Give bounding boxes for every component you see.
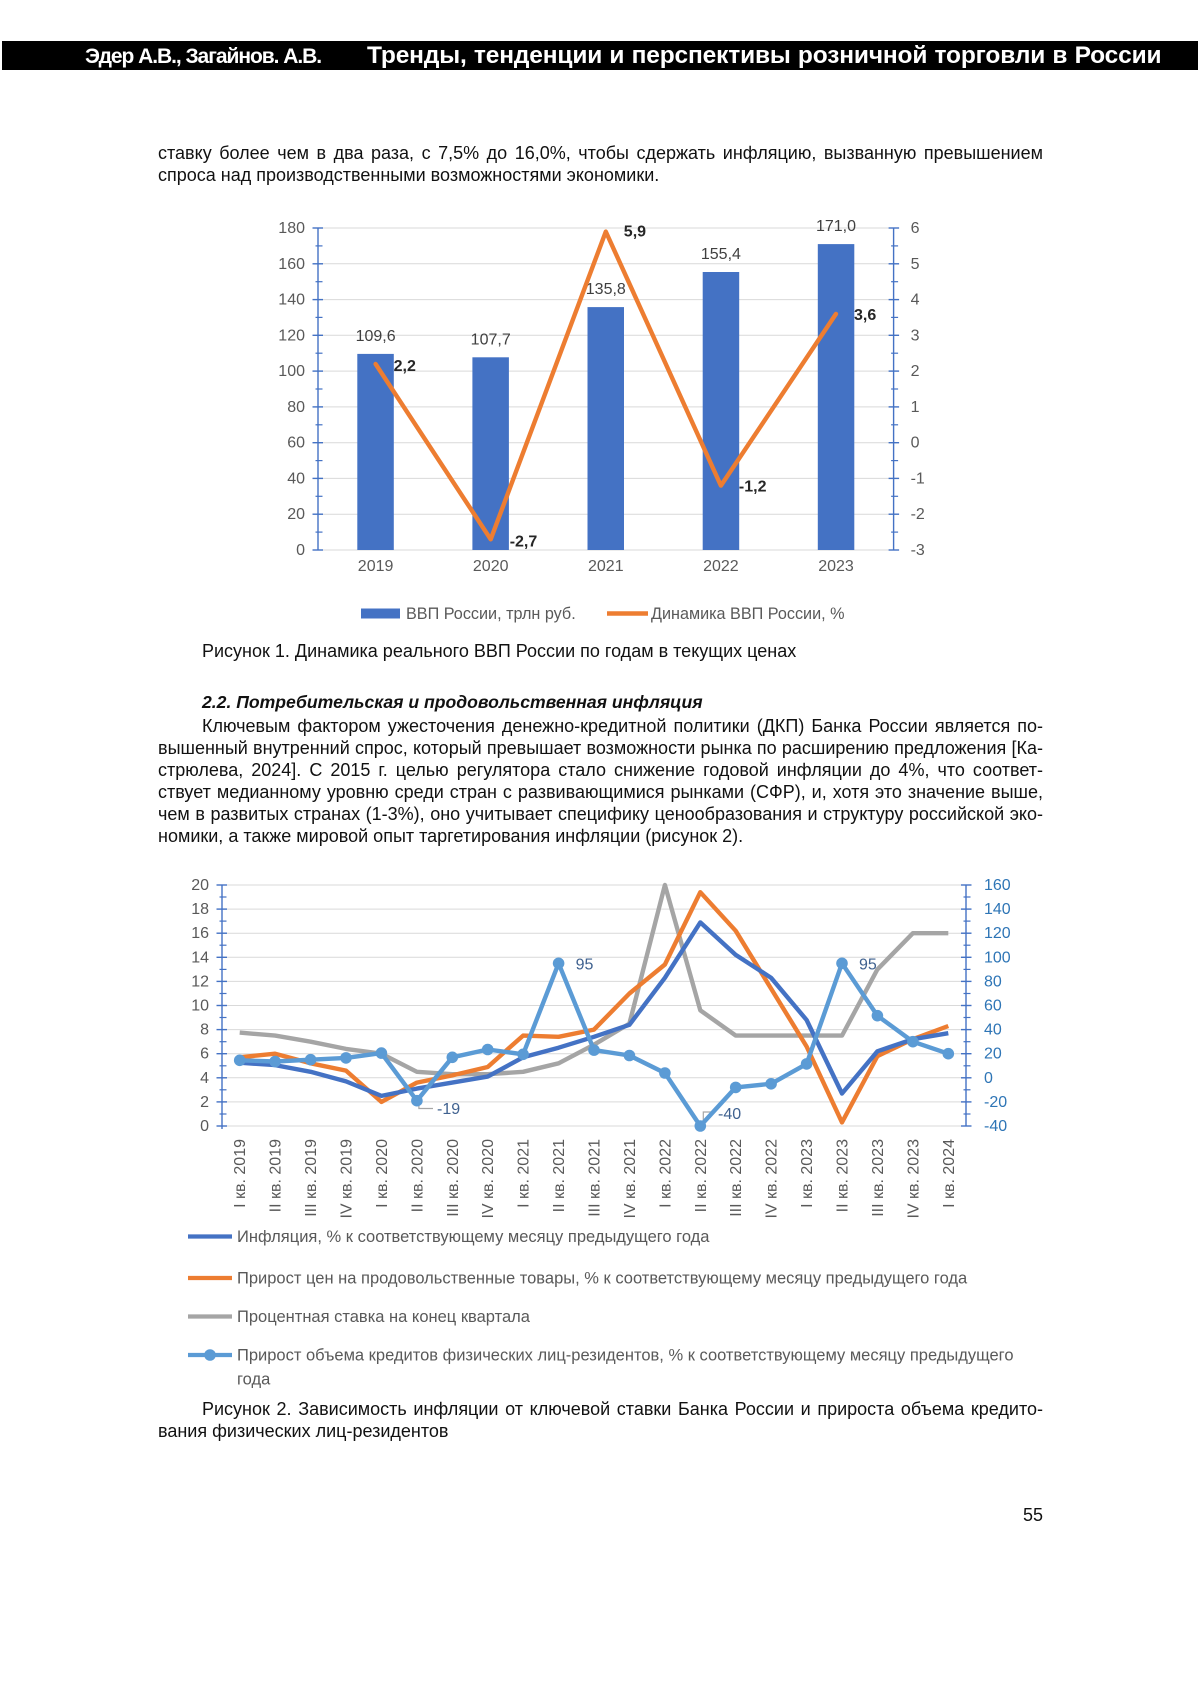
svg-text:8: 8 (200, 1022, 209, 1039)
svg-text:-20: -20 (984, 1094, 1007, 1111)
svg-text:20: 20 (287, 506, 305, 523)
svg-text:171,0: 171,0 (816, 218, 856, 235)
svg-text:60: 60 (287, 435, 305, 452)
svg-text:I кв. 2021: I кв. 2021 (516, 1139, 533, 1208)
svg-text:ВВП России, трлн руб.: ВВП России, трлн руб. (406, 605, 576, 623)
svg-text:2023: 2023 (818, 558, 854, 575)
svg-text:2: 2 (911, 363, 920, 380)
svg-text:I кв. 2020: I кв. 2020 (374, 1139, 391, 1208)
svg-text:16: 16 (191, 925, 209, 942)
svg-text:40: 40 (984, 1022, 1002, 1039)
svg-text:-1: -1 (911, 470, 925, 487)
svg-text:II кв. 2020: II кв. 2020 (409, 1139, 426, 1212)
svg-text:-1,2: -1,2 (739, 479, 767, 496)
svg-text:120: 120 (984, 925, 1011, 942)
svg-text:2022: 2022 (703, 558, 739, 575)
svg-text:Динамика ВВП России, %: Динамика ВВП России, % (651, 605, 845, 623)
svg-text:IV кв. 2021: IV кв. 2021 (622, 1139, 639, 1219)
svg-text:Инфляция, % к соответствующему: Инфляция, % к соответствующему месяцу пр… (237, 1228, 710, 1246)
svg-text:II кв. 2021: II кв. 2021 (551, 1139, 568, 1212)
svg-text:-19: -19 (437, 1101, 460, 1118)
svg-text:5: 5 (911, 256, 920, 273)
svg-text:18: 18 (191, 901, 209, 918)
svg-text:III кв. 2021: III кв. 2021 (587, 1139, 604, 1217)
svg-text:0: 0 (296, 542, 305, 559)
svg-text:160: 160 (984, 877, 1011, 894)
svg-text:I кв. 2022: I кв. 2022 (657, 1139, 674, 1208)
svg-text:100: 100 (278, 363, 305, 380)
svg-text:3: 3 (911, 327, 920, 344)
svg-text:2020: 2020 (473, 558, 509, 575)
svg-text:0: 0 (984, 1070, 993, 1087)
svg-text:4: 4 (911, 292, 920, 309)
svg-text:180: 180 (278, 220, 305, 237)
svg-text:0: 0 (911, 435, 920, 452)
svg-text:I кв. 2023: I кв. 2023 (799, 1139, 816, 1208)
svg-text:года: года (237, 1371, 271, 1389)
svg-text:-2,7: -2,7 (510, 533, 538, 550)
svg-text:20: 20 (984, 1046, 1002, 1063)
svg-text:14: 14 (191, 949, 209, 966)
svg-text:120: 120 (278, 327, 305, 344)
svg-text:III кв. 2022: III кв. 2022 (728, 1139, 745, 1217)
svg-text:III кв. 2019: III кв. 2019 (303, 1139, 320, 1217)
svg-text:-40: -40 (984, 1118, 1007, 1135)
svg-text:140: 140 (984, 901, 1011, 918)
svg-text:12: 12 (191, 973, 209, 990)
svg-text:80: 80 (984, 973, 1002, 990)
svg-text:Прирост цен на продовольственн: Прирост цен на продовольственные товары,… (237, 1270, 968, 1288)
svg-text:60: 60 (984, 998, 1002, 1015)
svg-text:-40: -40 (718, 1106, 741, 1123)
svg-text:2021: 2021 (588, 558, 624, 575)
svg-text:2,2: 2,2 (394, 358, 416, 375)
svg-text:III кв. 2020: III кв. 2020 (445, 1139, 462, 1217)
svg-text:109,6: 109,6 (356, 328, 396, 345)
svg-text:I кв. 2019: I кв. 2019 (232, 1139, 249, 1208)
svg-text:-3: -3 (911, 542, 925, 559)
svg-text:II кв. 2023: II кв. 2023 (835, 1139, 852, 1212)
svg-text:Процентная ставка на конец ква: Процентная ставка на конец квартала (237, 1308, 531, 1326)
svg-text:III кв. 2023: III кв. 2023 (870, 1139, 887, 1217)
svg-text:95: 95 (859, 956, 877, 973)
svg-text:IV кв. 2023: IV кв. 2023 (905, 1139, 922, 1219)
svg-text:IV кв. 2022: IV кв. 2022 (764, 1139, 781, 1219)
svg-text:4: 4 (200, 1070, 209, 1087)
svg-text:II кв. 2019: II кв. 2019 (268, 1139, 285, 1212)
svg-text:6: 6 (911, 220, 920, 237)
svg-text:0: 0 (200, 1118, 209, 1135)
svg-text:95: 95 (576, 956, 594, 973)
svg-text:1: 1 (911, 399, 920, 416)
svg-text:140: 140 (278, 292, 305, 309)
svg-text:100: 100 (984, 949, 1011, 966)
svg-text:135,8: 135,8 (586, 281, 626, 298)
svg-text:-2: -2 (911, 506, 925, 523)
svg-text:155,4: 155,4 (701, 246, 741, 263)
svg-text:2019: 2019 (358, 558, 394, 575)
svg-text:107,7: 107,7 (471, 331, 511, 348)
svg-text:6: 6 (200, 1046, 209, 1063)
svg-text:2: 2 (200, 1094, 209, 1111)
svg-text:3,6: 3,6 (854, 307, 876, 324)
svg-text:160: 160 (278, 256, 305, 273)
svg-text:10: 10 (191, 998, 209, 1015)
svg-text:20: 20 (191, 877, 209, 894)
svg-text:IV кв. 2019: IV кв. 2019 (339, 1139, 356, 1219)
svg-text:5,9: 5,9 (624, 224, 646, 241)
svg-text:IV кв. 2020: IV кв. 2020 (480, 1139, 497, 1219)
svg-text:I кв. 2024: I кв. 2024 (941, 1139, 958, 1208)
svg-text:Прирост объема кредитов физиче: Прирост объема кредитов физических лиц-р… (237, 1347, 1014, 1365)
svg-text:II кв. 2022: II кв. 2022 (693, 1139, 710, 1212)
svg-text:40: 40 (287, 470, 305, 487)
svg-text:80: 80 (287, 399, 305, 416)
